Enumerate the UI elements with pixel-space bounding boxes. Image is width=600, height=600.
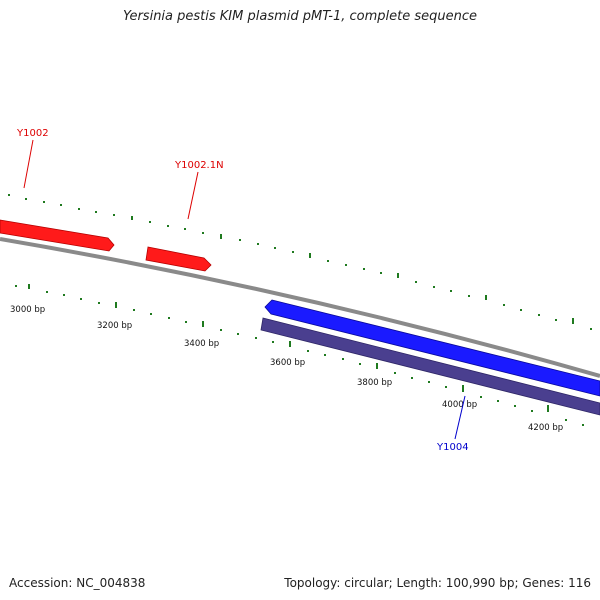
accession-text: Accession: NC_004838 — [9, 576, 146, 590]
scale-label-4000: 4000 bp — [442, 400, 477, 410]
scale-label-3600: 3600 bp — [270, 358, 305, 368]
gene-arrow-y1002[interactable] — [0, 219, 115, 252]
topology-summary: Topology: circular; Length: 100,990 bp; … — [284, 576, 591, 590]
gene-label-y1002-1n[interactable]: Y1002.1N — [174, 160, 224, 171]
gene-arrow-y1002-1n[interactable] — [145, 246, 212, 272]
gene-label-y1002[interactable]: Y1002 — [16, 128, 49, 139]
map-title: Yersinia pestis KIM plasmid pMT-1, compl… — [122, 9, 478, 24]
gene-callouts — [23, 139, 466, 440]
scale-label-3400: 3400 bp — [184, 339, 219, 349]
feature-bar-y1004[interactable] — [260, 317, 600, 416]
scale-label-3800: 3800 bp — [357, 378, 392, 388]
scale-label-3000: 3000 bp — [10, 305, 45, 315]
reverse-gene-arrows — [260, 299, 600, 416]
forward-gene-arrows — [0, 219, 212, 272]
scale-labels: 3000 bp 3200 bp 3400 bp 3600 bp 3800 bp … — [10, 305, 563, 433]
plasmid-backbone — [0, 237, 600, 378]
gene-label-y1004[interactable]: Y1004 — [436, 442, 469, 453]
scale-label-4200: 4200 bp — [528, 423, 563, 433]
gene-arrow-y1004[interactable] — [264, 299, 600, 397]
inner-tick-row — [15, 284, 584, 426]
callout-line-y1004 — [454, 395, 466, 440]
outer-tick-row — [8, 194, 592, 330]
callout-line-y1002-1n — [187, 171, 199, 220]
scale-label-3200: 3200 bp — [97, 321, 132, 331]
callout-line-y1002 — [23, 139, 34, 189]
